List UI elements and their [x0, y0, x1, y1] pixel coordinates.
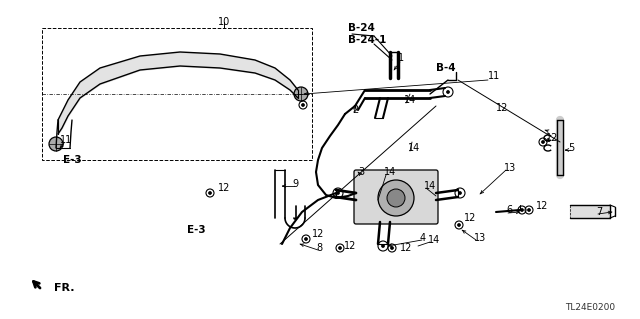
Text: 2: 2 — [352, 105, 358, 115]
Circle shape — [301, 103, 305, 107]
Text: 3: 3 — [358, 167, 364, 177]
Text: 5: 5 — [568, 143, 574, 153]
Text: 7: 7 — [596, 207, 602, 217]
Text: 8: 8 — [316, 243, 322, 253]
Circle shape — [527, 209, 531, 211]
Circle shape — [49, 137, 63, 151]
Text: TL24E0200: TL24E0200 — [565, 303, 615, 313]
Text: E-3: E-3 — [63, 155, 81, 165]
Circle shape — [458, 191, 461, 195]
Text: 14: 14 — [424, 181, 436, 191]
Circle shape — [339, 247, 342, 249]
Circle shape — [520, 209, 524, 211]
Text: 12: 12 — [546, 133, 558, 143]
Circle shape — [337, 191, 339, 195]
Circle shape — [378, 180, 414, 216]
Text: 14: 14 — [384, 167, 396, 177]
Circle shape — [209, 191, 211, 195]
Text: 12: 12 — [312, 229, 324, 239]
Text: E-3: E-3 — [187, 225, 205, 235]
Text: 9: 9 — [292, 179, 298, 189]
Text: 12: 12 — [536, 201, 548, 211]
Text: 12: 12 — [400, 243, 412, 253]
Circle shape — [390, 247, 394, 249]
Text: 14: 14 — [404, 95, 416, 105]
Circle shape — [305, 238, 307, 241]
Text: 11: 11 — [488, 71, 500, 81]
Text: 12: 12 — [496, 103, 508, 113]
Text: FR.: FR. — [54, 283, 74, 293]
Text: 14: 14 — [408, 143, 420, 153]
Text: 11: 11 — [60, 135, 72, 145]
Circle shape — [447, 91, 449, 93]
Text: 13: 13 — [474, 233, 486, 243]
Circle shape — [381, 244, 385, 248]
Text: 14: 14 — [428, 235, 440, 245]
Text: B-24: B-24 — [348, 23, 375, 33]
Circle shape — [294, 87, 308, 101]
Bar — [42, 28, 312, 160]
Text: 6: 6 — [506, 205, 512, 215]
Text: 4: 4 — [420, 233, 426, 243]
Text: 1: 1 — [398, 53, 404, 63]
Text: 10: 10 — [218, 17, 230, 27]
Circle shape — [387, 189, 405, 207]
Circle shape — [541, 140, 545, 144]
FancyBboxPatch shape — [354, 170, 438, 224]
Text: B-4: B-4 — [436, 63, 456, 73]
Text: 12: 12 — [464, 213, 476, 223]
Text: 13: 13 — [504, 163, 516, 173]
Text: B-24-1: B-24-1 — [348, 35, 387, 45]
Text: 12: 12 — [218, 183, 230, 193]
Circle shape — [458, 224, 461, 226]
Text: 12: 12 — [344, 241, 356, 251]
